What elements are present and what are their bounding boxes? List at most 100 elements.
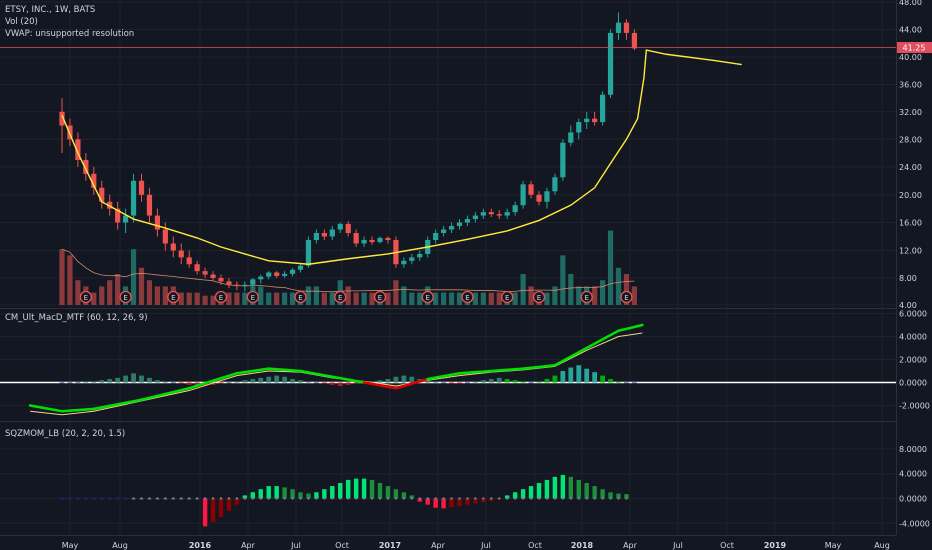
squeeze-bar (465, 498, 470, 505)
volume-ma-line (61, 248, 635, 293)
time-tick-label: 2016 (189, 541, 212, 550)
squeeze-dot (402, 497, 406, 500)
macd-histogram-bar (107, 379, 113, 383)
macd-line-segment (394, 377, 430, 390)
squeeze-dot (418, 497, 421, 500)
squeeze-dot (362, 497, 366, 500)
earnings-marker-icon[interactable] (119, 290, 132, 304)
volume-bar (353, 292, 359, 305)
candle-body (99, 187, 105, 202)
time-tick-label: Apr (623, 541, 638, 550)
squeeze-dot (521, 497, 525, 500)
volume-bar (369, 292, 375, 305)
squeeze-dot (188, 497, 191, 500)
macd-line-segment (617, 323, 644, 333)
time-axis[interactable]: May Aug 2016 Apr Jul Oct 2017 Apr Jul Oct 2018 Apr J… (62, 541, 890, 550)
candle-body (615, 22, 622, 33)
earnings-marker-icon[interactable] (167, 290, 180, 304)
macd-histogram-bar (178, 382, 184, 384)
squeeze-dot (553, 497, 557, 500)
macd-tick-label: 0.0000 (899, 379, 927, 388)
earnings-marker-icon[interactable] (246, 290, 259, 304)
candle-body (607, 32, 614, 95)
macd-histogram-bar (123, 375, 128, 383)
squeeze-bar (624, 494, 629, 499)
squeeze-dot (323, 497, 326, 500)
macd-histogram-bar (377, 380, 383, 383)
candle-body (226, 281, 232, 285)
candle-body (536, 194, 542, 202)
earnings-marker-label: E (584, 294, 588, 302)
squeeze-bar (592, 486, 597, 499)
squeeze-dot (585, 497, 588, 500)
squeeze-bar (282, 487, 287, 499)
macd-histogram-bar (496, 377, 502, 383)
squeeze-dot (545, 497, 549, 500)
macd-line-segment (267, 367, 302, 373)
price-tag: 41.25 (903, 44, 926, 53)
squeeze-dot (331, 497, 334, 500)
squeeze-bar (528, 486, 534, 499)
earnings-marker-icon[interactable] (461, 290, 474, 304)
earnings-marker-label: E (505, 294, 509, 302)
candle-body (512, 205, 518, 213)
macd-histogram-bar (369, 381, 375, 383)
candle-body (448, 226, 455, 230)
candle-body (123, 215, 129, 223)
candle-body (266, 272, 272, 277)
candle-body (560, 142, 566, 178)
earnings-marker-icon[interactable] (580, 290, 593, 304)
earnings-marker-icon[interactable] (373, 290, 387, 304)
squeeze-dot (529, 497, 533, 500)
candle-body (305, 240, 312, 266)
squeeze-bar (433, 498, 438, 508)
candle-body (83, 159, 89, 174)
earnings-marker-icon[interactable] (421, 290, 434, 304)
squeeze-dot (625, 497, 628, 500)
squeeze-dot (339, 497, 342, 500)
earnings-marker-icon[interactable] (532, 290, 546, 304)
squeeze-dot (561, 497, 565, 500)
squeeze-dot (577, 497, 580, 500)
macd-histogram-bar (560, 371, 566, 383)
macd-histogram-bar (473, 381, 478, 383)
candle-body (520, 184, 526, 206)
macd-histogram-bar (226, 382, 232, 384)
squeeze-bar (361, 478, 367, 499)
candle-body (274, 272, 280, 276)
volume-bar (576, 286, 582, 305)
earnings-marker-icon[interactable] (334, 290, 347, 304)
squeeze-bar (473, 498, 478, 504)
volume-bar (409, 292, 415, 305)
squeeze-bar (576, 479, 581, 499)
squeeze-bar (600, 489, 605, 499)
macd-histogram-bar (274, 375, 280, 383)
earnings-marker-icon[interactable] (501, 290, 514, 304)
squeeze-bar (584, 483, 589, 499)
macd-tick-label: 4.0000 (899, 333, 927, 342)
macd-histogram-bar (147, 377, 152, 383)
price-axis[interactable]: 4.00 8.00 12.00 16.00 20.00 24.00 28.00 32.00 36… (899, 0, 930, 528)
squeeze-bar (306, 493, 311, 499)
squeeze-dot (513, 497, 517, 500)
squeeze-bar (353, 478, 359, 499)
earnings-marker-icon[interactable] (214, 290, 228, 304)
squeeze-dot (195, 497, 199, 500)
macd-histogram-bar (290, 379, 295, 383)
volume-bar (210, 295, 216, 305)
volume-bar (226, 292, 232, 305)
candle-body (600, 94, 606, 123)
earnings-marker-label: E (84, 294, 88, 302)
macd-histogram-bar (67, 382, 73, 384)
earnings-marker-icon[interactable] (620, 290, 633, 304)
macd-histogram-bar (194, 382, 200, 386)
candle-body (218, 278, 224, 282)
price-tick-label: 8.00 (899, 274, 917, 283)
earnings-marker-icon[interactable] (79, 290, 92, 304)
volume-bar (305, 286, 312, 305)
macd-histogram-bar (488, 379, 494, 383)
volume-bar (138, 267, 145, 305)
earnings-marker-icon[interactable] (294, 290, 307, 304)
macd-histogram-bar (480, 380, 486, 383)
